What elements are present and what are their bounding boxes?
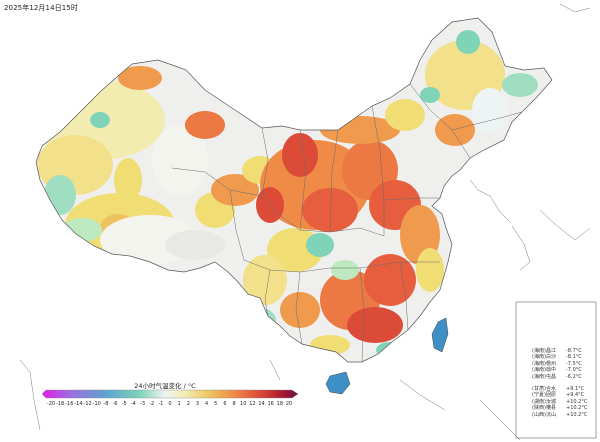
station-station: 白沙	[546, 354, 557, 361]
station-value: +10.2°C	[566, 405, 588, 412]
station-value: -8.7°C	[566, 348, 582, 354]
station-value: +10.2°C	[566, 398, 588, 405]
legend-tick: -14	[74, 401, 83, 407]
hainan-island	[325, 371, 351, 395]
station-province: (海南)	[532, 354, 546, 361]
south-china-sea-inset	[515, 301, 597, 439]
station-value: +9.4°C	[566, 392, 585, 399]
legend-tick: 2	[186, 401, 190, 407]
temperature-rise-list: (甘肃) 合水 +9.1°C (宁夏) 固原 +9.4°C (湖南) 汝城 +10.2°C (陕西…	[532, 386, 600, 418]
legend-tick: -2	[149, 401, 155, 407]
legend-tick: 5	[214, 401, 218, 407]
legend-tick: -4	[130, 401, 136, 407]
legend-tick: 12	[249, 401, 256, 407]
legend-tick: 1	[177, 401, 181, 407]
legend-tick: 0	[168, 401, 172, 407]
legend-tick: -5	[121, 401, 127, 407]
station-row: (湖南) 汝城 +10.2°C	[532, 399, 600, 405]
station-province: (宁夏)	[532, 392, 546, 399]
station-row: (陕西) 横县 +10.2°C	[532, 405, 600, 411]
station-station: 横县	[546, 405, 557, 412]
legend-tick: 16	[267, 401, 274, 407]
legend-tick: 20	[285, 401, 293, 407]
station-value: -7.5°C	[566, 360, 582, 367]
legend-colorbar	[41, 389, 299, 399]
station-station: 沉山	[546, 411, 557, 418]
station-station: 屯昌	[546, 373, 557, 380]
station-row: (甘肃) 合水 +9.1°C	[532, 386, 600, 392]
province-borders	[35, 17, 553, 363]
taiwan-island	[431, 317, 449, 353]
legend-tick: 10	[240, 401, 247, 407]
legend-tick: -1	[158, 401, 164, 407]
station-value: -7.0°C	[566, 367, 582, 374]
station-station: 固原	[546, 392, 557, 399]
station-row: (海南) 儋州 -7.5°C	[532, 361, 600, 367]
legend-tick: -8	[103, 401, 109, 407]
legend-tick: 6	[223, 401, 227, 407]
legend-tick: -6	[112, 401, 118, 407]
legend-tick: -3	[140, 401, 146, 407]
station-province: (海南)	[532, 373, 546, 380]
station-province: (陕西)	[532, 405, 546, 412]
legend-tick: -10	[92, 401, 101, 407]
station-province: (海南)	[532, 348, 546, 354]
legend-tick: -12	[83, 401, 92, 407]
station-row: (海南) 白沙 -8.1°C	[532, 354, 600, 360]
legend-tick-labels: -20 -18 -16 -14 -12 -10 -8 -6 -5 -4 -3 -2 -1 0 1 2 3 4 5 6 8…	[40, 401, 295, 411]
legend-tick: -18	[56, 401, 65, 407]
legend-title: 24小时气温变化 / °C	[134, 382, 196, 390]
station-station: 琼中	[546, 367, 557, 374]
station-row: (宁夏) 固原 +9.4°C	[532, 392, 600, 398]
station-row: (海南) 屯昌 -6.2°C	[532, 374, 600, 380]
station-province: (海南)	[532, 360, 546, 367]
station-station: 汝城	[546, 398, 557, 405]
station-value: +9.1°C	[566, 386, 585, 393]
legend-tick: 8	[232, 401, 236, 407]
timestamp: 2025年12月14日15时	[4, 4, 78, 12]
station-value: -6.2°C	[566, 373, 582, 380]
legend-tick: 3	[195, 401, 200, 407]
station-province: (海南)	[532, 367, 546, 374]
station-value: -8.1°C	[566, 354, 582, 361]
station-province: (山西)	[532, 411, 546, 418]
station-station: 儋州	[546, 360, 557, 367]
neighbor-coastlines	[19, 3, 591, 441]
station-station: 昌江	[546, 348, 557, 354]
legend-tick: 4	[205, 401, 209, 407]
temperature-drop-list: (海南) 昌江 -8.7°C (海南) 白沙 -8.1°C (海南) 儋州 -7.5°C (海南)…	[532, 348, 600, 380]
station-province: (甘肃)	[532, 386, 546, 393]
station-row: (海南) 琼中 -7.0°C	[532, 367, 600, 373]
temperature-field	[36, 30, 538, 358]
station-row: (海南) 昌江 -8.7°C	[532, 348, 600, 354]
station-value: +10.2°C	[566, 411, 588, 418]
station-stats: (海南) 昌江 -8.7°C (海南) 白沙 -8.1°C (海南) 儋州 -7.5°C (海南)…	[532, 348, 600, 418]
station-station: 合水	[546, 386, 557, 393]
legend-tick: -20	[46, 401, 56, 407]
station-province: (湖南)	[532, 398, 546, 405]
legend-tick: 14	[258, 401, 265, 407]
legend-tick: 18	[276, 401, 284, 407]
station-row: (山西) 沉山 +10.2°C	[532, 412, 600, 418]
legend-tick: -16	[65, 401, 74, 407]
